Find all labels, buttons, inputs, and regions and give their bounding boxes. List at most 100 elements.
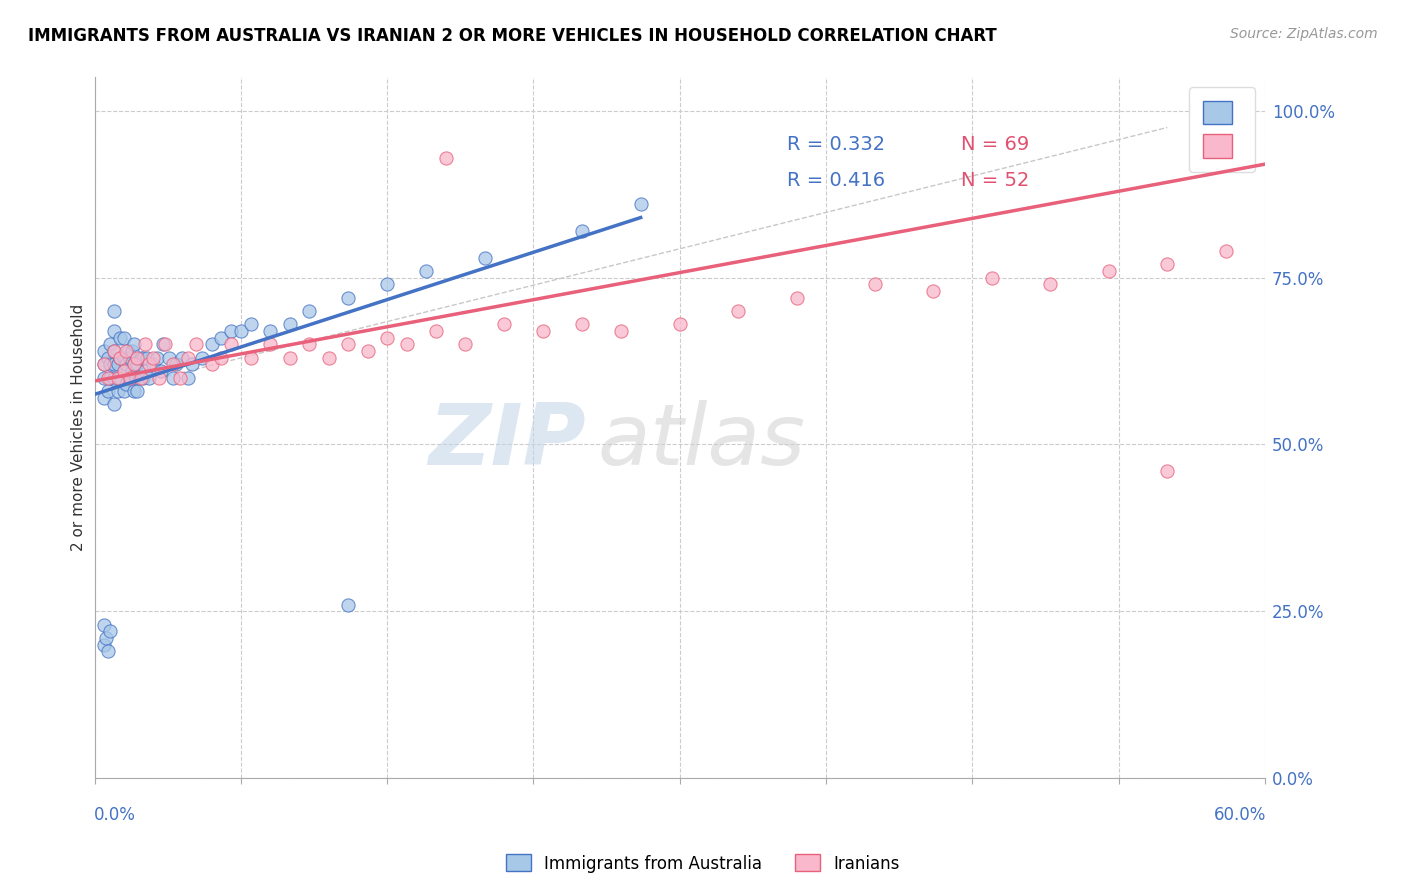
Point — [162, 370, 184, 384]
Point — [107, 370, 129, 384]
Point — [93, 343, 115, 358]
Point — [531, 324, 554, 338]
Point — [571, 318, 593, 332]
Point — [148, 370, 170, 384]
Point — [668, 318, 690, 332]
Text: N = 52: N = 52 — [960, 171, 1029, 190]
Point — [375, 277, 398, 292]
Point — [166, 357, 188, 371]
Point — [124, 370, 146, 384]
Point — [863, 277, 886, 292]
Point — [138, 370, 160, 384]
Point — [108, 351, 131, 365]
Point — [415, 264, 437, 278]
Point — [219, 337, 242, 351]
Point — [121, 343, 143, 358]
Text: R = 0.332: R = 0.332 — [787, 135, 886, 153]
Point — [425, 324, 447, 338]
Legend: Immigrants from Australia, Iranians: Immigrants from Australia, Iranians — [499, 847, 907, 880]
Point — [103, 397, 125, 411]
Point — [630, 197, 652, 211]
Point — [107, 384, 129, 398]
Point — [337, 291, 360, 305]
Point — [97, 644, 120, 658]
Point — [177, 370, 200, 384]
Point — [172, 351, 194, 365]
Point — [121, 364, 143, 378]
Point — [434, 151, 457, 165]
Point — [98, 624, 121, 639]
Point — [103, 343, 125, 358]
Point — [103, 370, 125, 384]
Point — [108, 370, 131, 384]
Point — [142, 351, 165, 365]
Point — [494, 318, 516, 332]
Point — [375, 331, 398, 345]
Point — [97, 384, 120, 398]
Point — [200, 357, 222, 371]
Point — [128, 370, 150, 384]
Point — [117, 343, 139, 358]
Point — [980, 270, 1002, 285]
Point — [103, 357, 125, 371]
Point — [239, 318, 262, 332]
Point — [93, 617, 115, 632]
Point — [112, 384, 135, 398]
Point — [103, 324, 125, 338]
Point — [122, 384, 145, 398]
Point — [134, 364, 156, 378]
Legend: , : , — [1189, 87, 1256, 171]
Point — [103, 343, 125, 358]
Point — [127, 351, 149, 365]
Point — [1039, 277, 1062, 292]
Point — [114, 357, 136, 371]
Point — [93, 370, 115, 384]
Point — [108, 331, 131, 345]
Point — [1156, 464, 1178, 478]
Point — [149, 364, 172, 378]
Point — [132, 351, 155, 365]
Point — [127, 384, 149, 398]
Point — [922, 284, 945, 298]
Point — [118, 370, 141, 384]
Point — [108, 351, 131, 365]
Point — [162, 357, 184, 371]
Point — [1098, 264, 1121, 278]
Point — [103, 304, 125, 318]
Point — [239, 351, 262, 365]
Point — [1331, 224, 1354, 238]
Point — [184, 337, 207, 351]
Point — [112, 364, 135, 378]
Point — [259, 337, 281, 351]
Point — [146, 351, 169, 365]
Point — [278, 351, 301, 365]
Point — [191, 351, 214, 365]
Point — [138, 357, 160, 371]
Point — [142, 357, 165, 371]
Point — [181, 357, 204, 371]
Point — [127, 357, 149, 371]
Point — [93, 391, 115, 405]
Point — [395, 337, 418, 351]
Point — [97, 351, 120, 365]
Point — [571, 224, 593, 238]
Point — [219, 324, 242, 338]
Point — [209, 331, 232, 345]
Point — [474, 251, 496, 265]
Point — [122, 357, 145, 371]
Point — [1272, 237, 1295, 252]
Point — [318, 351, 340, 365]
Point — [152, 337, 174, 351]
Point — [1156, 257, 1178, 271]
Point — [93, 638, 115, 652]
Point — [122, 357, 145, 371]
Point — [356, 343, 378, 358]
Point — [337, 598, 360, 612]
Text: 60.0%: 60.0% — [1213, 806, 1265, 824]
Text: 0.0%: 0.0% — [93, 806, 135, 824]
Text: ZIP: ZIP — [429, 401, 586, 483]
Point — [229, 324, 252, 338]
Point — [118, 351, 141, 365]
Point — [454, 337, 477, 351]
Point — [157, 351, 180, 365]
